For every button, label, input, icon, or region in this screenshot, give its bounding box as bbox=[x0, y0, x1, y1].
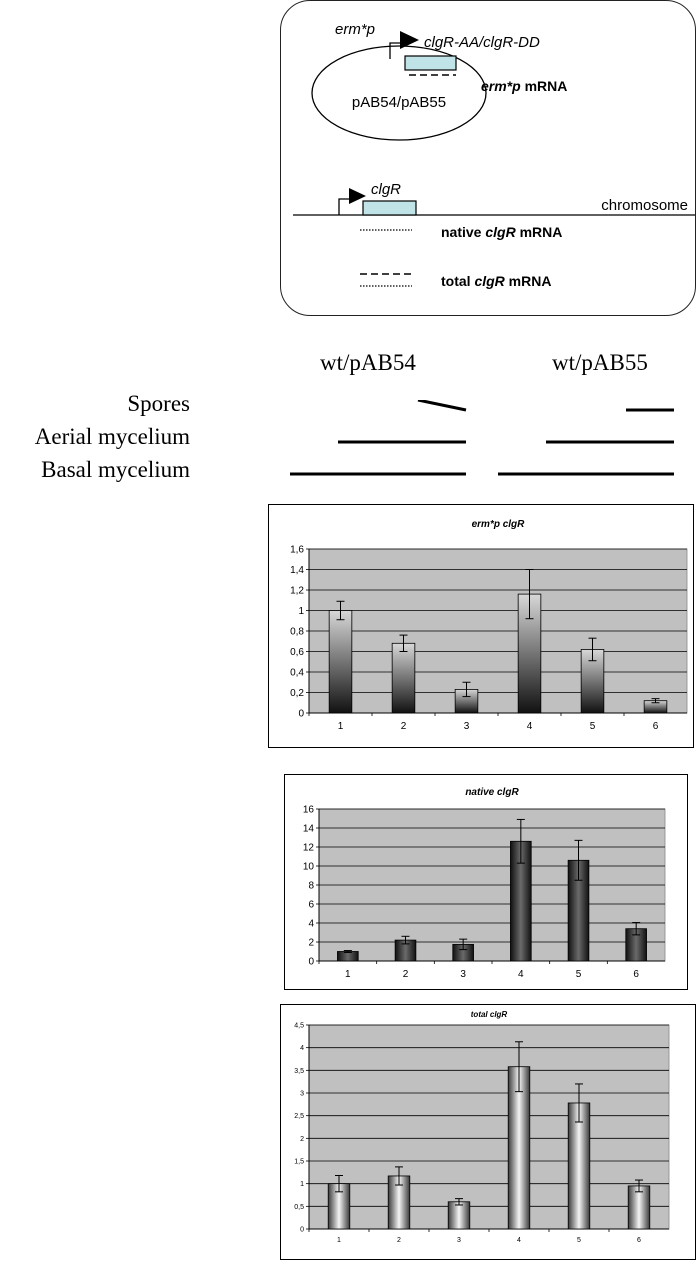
stage-bar-left-spores bbox=[417, 400, 467, 412]
x-tick-label: 2 bbox=[401, 721, 407, 732]
plasmid-name-label: pAB54/pAB55 bbox=[352, 94, 446, 111]
native-italic: clgR bbox=[485, 224, 516, 240]
y-tick-label: 0 bbox=[308, 957, 314, 968]
y-tick-label: 0,8 bbox=[290, 627, 304, 638]
y-tick-label: 0,2 bbox=[290, 688, 304, 699]
chart-title: native clgR bbox=[465, 787, 519, 798]
y-tick-label: 0,4 bbox=[290, 668, 304, 679]
y-tick-label: 0 bbox=[298, 709, 304, 720]
x-tick-label: 3 bbox=[464, 721, 470, 732]
plasmid-mrna-italic: erm*p bbox=[481, 78, 521, 94]
y-tick-label: 0 bbox=[300, 1226, 304, 1233]
y-tick-label: 1,6 bbox=[290, 545, 304, 556]
y-tick-label: 8 bbox=[308, 881, 314, 892]
chrom-promoter-line bbox=[338, 198, 351, 215]
x-tick-label: 2 bbox=[403, 969, 409, 980]
total-suffix: mRNA bbox=[505, 273, 552, 289]
total-mrna-label: total clgR mRNA bbox=[441, 273, 551, 289]
construct-diagram: erm*p clgR-AA/clgR-DD erm*p mRNA pAB54/p… bbox=[280, 0, 696, 316]
chart-ermp-clgR: erm*p clgR 0 0,2 0,4 0,6 0,8 1 1,2 1,4 1,6 1 2 3 4 5 6 bbox=[268, 504, 694, 748]
x-tick-label: 1 bbox=[337, 1237, 341, 1244]
x-tick-label: 5 bbox=[576, 969, 582, 980]
plasmid-promoter-arrow bbox=[400, 31, 419, 49]
y-tick-label: 6 bbox=[308, 900, 314, 911]
plot-area bbox=[308, 1024, 670, 1230]
chart-total-clgR: total clgR 0 0,5 1 1,5 2 2,5 3 3,5 4 4,5 1 2 3 4 5 6 bbox=[280, 1004, 696, 1260]
stage-label-spores: Spores bbox=[127, 391, 190, 416]
x-tick-label: 6 bbox=[633, 969, 639, 980]
x-tick-label: 4 bbox=[517, 1237, 521, 1244]
y-tick-label: 3 bbox=[300, 1090, 304, 1097]
x-tick-label: 4 bbox=[518, 969, 524, 980]
plasmid-promoter-line bbox=[389, 42, 402, 59]
x-tick-label: 3 bbox=[457, 1237, 461, 1244]
x-tick-label: 1 bbox=[345, 969, 351, 980]
y-tick-label: 2,5 bbox=[294, 1113, 304, 1120]
x-tick-label: 3 bbox=[460, 969, 466, 980]
plasmid-ellipse bbox=[311, 45, 487, 141]
plasmid-gene-label: clgR-AA/clgR-DD bbox=[424, 34, 540, 51]
y-tick-label: 10 bbox=[303, 862, 315, 873]
chart-ermp-clgR-svg: erm*p clgR 0 0,2 0,4 0,6 0,8 1 1,2 1,4 1,6 1 2 3 4 5 6 bbox=[290, 519, 688, 732]
x-tick-label: 6 bbox=[637, 1237, 641, 1244]
y-tick-label: 14 bbox=[303, 824, 315, 835]
plasmid-mrna-label: erm*p mRNA bbox=[481, 78, 567, 94]
total-prefix: total bbox=[441, 273, 474, 289]
native-mrna-label: native clgR mRNA bbox=[441, 224, 562, 240]
strain-left-label: wt/pAB54 bbox=[320, 350, 416, 375]
y-tick-label: 2 bbox=[300, 1136, 304, 1143]
y-tick-label: 0,6 bbox=[290, 647, 304, 658]
y-tick-label: 1,2 bbox=[290, 586, 304, 597]
bar bbox=[627, 1185, 651, 1230]
plasmid-mrna-suffix: mRNA bbox=[521, 78, 568, 94]
stage-bars bbox=[290, 400, 674, 476]
construct-diagram-svg: erm*p clgR-AA/clgR-DD erm*p mRNA pAB54/p… bbox=[293, 21, 695, 289]
chart-total-clgR-svg: total clgR 0 0,5 1 1,5 2 2,5 3 3,5 4 4,5 1 2 3 4 5 6 bbox=[294, 1010, 670, 1244]
chrom-promoter-arrow bbox=[349, 188, 366, 204]
chart-title: total clgR bbox=[471, 1010, 508, 1019]
x-tick-label: 2 bbox=[397, 1237, 401, 1244]
y-tick-label: 16 bbox=[303, 805, 315, 816]
x-tick-label: 5 bbox=[590, 721, 596, 732]
y-tick-label: 1 bbox=[298, 606, 304, 617]
y-tick-label: 4 bbox=[300, 1045, 304, 1052]
bar bbox=[328, 610, 353, 714]
x-tick-label: 6 bbox=[653, 721, 659, 732]
chromosome-label: chromosome bbox=[601, 197, 688, 214]
y-tick-label: 12 bbox=[303, 843, 315, 854]
chrom-gene-box bbox=[362, 200, 417, 216]
y-tick-label: 3,5 bbox=[294, 1068, 304, 1075]
x-tick-label: 5 bbox=[577, 1237, 581, 1244]
native-suffix: mRNA bbox=[516, 224, 563, 240]
y-tick-label: 2 bbox=[308, 938, 314, 949]
native-prefix: native bbox=[441, 224, 485, 240]
y-tick-label: 4 bbox=[308, 919, 314, 930]
y-tick-label: 0,5 bbox=[294, 1204, 304, 1211]
strain-right-label: wt/pAB55 bbox=[552, 350, 648, 375]
chart-title: erm*p clgR bbox=[472, 519, 526, 530]
y-tick-label: 1 bbox=[300, 1181, 304, 1188]
chrom-gene-label: clgR bbox=[371, 181, 401, 198]
bar bbox=[391, 642, 416, 714]
stage-label-basal: Basal mycelium bbox=[41, 457, 190, 482]
stage-label-aerial: Aerial mycelium bbox=[34, 424, 190, 449]
y-tick-label: 1,5 bbox=[294, 1158, 304, 1165]
plasmid-gene-box bbox=[404, 55, 457, 71]
bar bbox=[447, 1201, 471, 1230]
x-tick-label: 4 bbox=[527, 721, 533, 732]
plasmid-promoter-label: erm*p bbox=[335, 21, 375, 38]
y-tick-label: 1,4 bbox=[290, 565, 304, 576]
x-tick-label: 1 bbox=[338, 721, 344, 732]
chart-native-clgR: native clgR 0 2 4 6 8 10 12 14 16 1 2 3 4 5 6 bbox=[284, 774, 688, 990]
total-italic: clgR bbox=[474, 273, 505, 289]
y-tick-label: 4,5 bbox=[294, 1022, 304, 1029]
